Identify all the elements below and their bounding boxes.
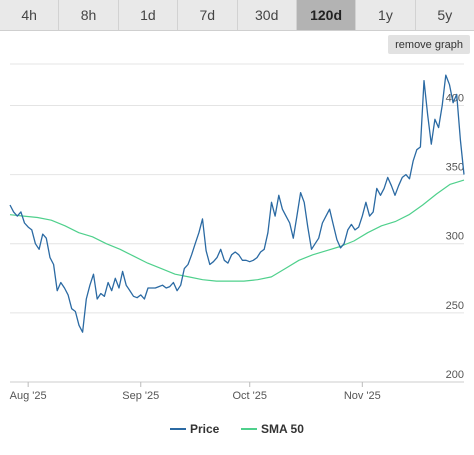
series-line-price bbox=[9, 74, 465, 333]
x-tick-label: Sep '25 bbox=[122, 390, 159, 402]
range-1y-button[interactable]: 1y bbox=[356, 0, 416, 30]
range-120d-button[interactable]: 120d bbox=[296, 0, 357, 30]
x-tick-label: Aug '25 bbox=[10, 390, 47, 402]
chart-legend[interactable]: Price SMA 50 bbox=[170, 422, 304, 436]
series-line-sma-50 bbox=[9, 179, 465, 282]
y-tick-label: 300 bbox=[446, 231, 464, 243]
chart-series bbox=[9, 74, 465, 333]
range-5y-button[interactable]: 5y bbox=[415, 0, 474, 30]
legend-item-sma-50-label: SMA 50 bbox=[261, 422, 304, 436]
range-30d-button[interactable]: 30d bbox=[237, 0, 297, 30]
range-8h-button[interactable]: 8h bbox=[59, 0, 119, 30]
y-tick-label: 250 bbox=[446, 300, 464, 312]
range-7d-button[interactable]: 7d bbox=[178, 0, 238, 30]
time-range-selector: 4h 8h 1d 7d 30d 120d 1y 5y bbox=[0, 0, 474, 31]
x-axis-ticks: Aug '25 Sep '25 Oct '25 Nov '25 bbox=[10, 382, 381, 402]
remove-graph-button[interactable]: remove graph bbox=[388, 35, 470, 54]
chart-grid bbox=[10, 63, 464, 383]
x-tick-label: Oct '25 bbox=[232, 390, 267, 402]
legend-item-price-label: Price bbox=[190, 422, 220, 436]
y-tick-label: 350 bbox=[446, 162, 464, 174]
x-tick-label: Nov '25 bbox=[344, 390, 381, 402]
range-1d-button[interactable]: 1d bbox=[118, 0, 179, 30]
range-4h-button[interactable]: 4h bbox=[0, 0, 60, 30]
y-tick-label: 200 bbox=[446, 369, 464, 381]
